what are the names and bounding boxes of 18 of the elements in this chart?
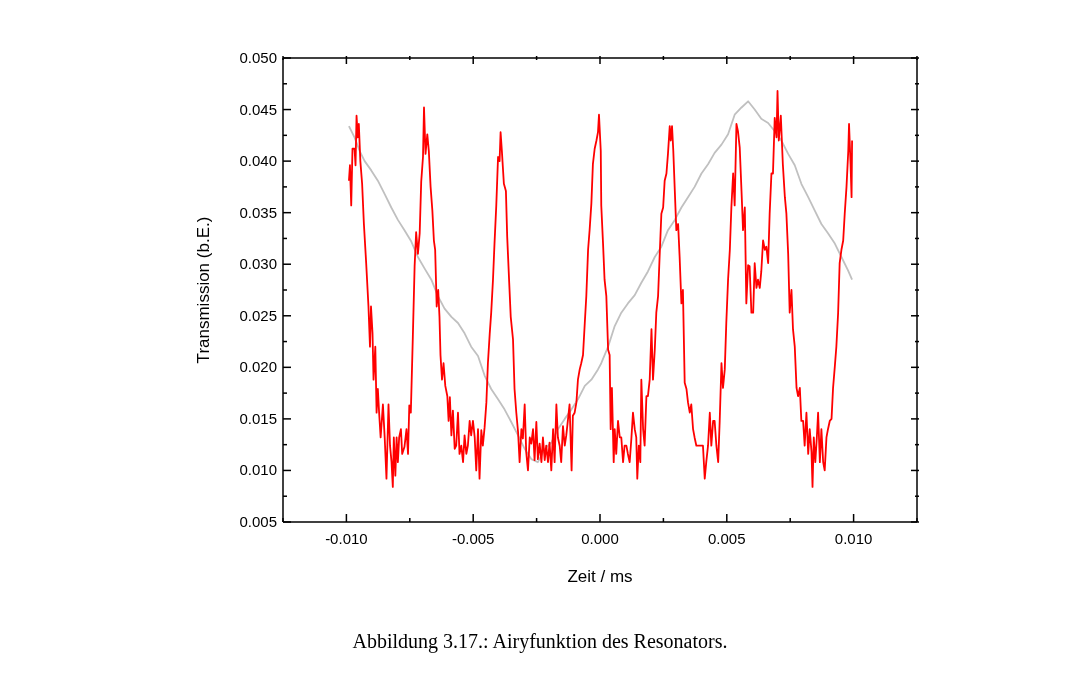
y-tick-label: 0.015 bbox=[239, 409, 277, 427]
y-tick-label: 0.035 bbox=[239, 203, 277, 221]
y-tick-label: 0.010 bbox=[239, 461, 277, 479]
y-tick-label: 0.050 bbox=[239, 49, 277, 66]
y-axis-title: Transmission (b.E.) bbox=[194, 216, 214, 364]
text: Abbildung 3.17.: Airyfunktion des Resonators. bbox=[351, 630, 729, 653]
x-axis-title: Zeit / ms bbox=[567, 567, 633, 586]
x-tick-label: -0.005 bbox=[451, 530, 495, 547]
y-tick-label: 0.020 bbox=[239, 358, 277, 376]
y-tick-label: 0.030 bbox=[239, 255, 277, 273]
y-tick-label: 0.025 bbox=[239, 306, 277, 324]
x-tick-label: 0.010 bbox=[834, 530, 873, 547]
y-tick-label: 0.005 bbox=[239, 513, 277, 530]
x-tick-label: -0.010 bbox=[325, 530, 368, 547]
x-tick-label: 0.005 bbox=[708, 530, 746, 547]
x-tick-label: 0.000 bbox=[581, 530, 619, 547]
y-tick-label: 0.040 bbox=[239, 152, 277, 170]
y-tick-label: 0.045 bbox=[239, 100, 277, 118]
